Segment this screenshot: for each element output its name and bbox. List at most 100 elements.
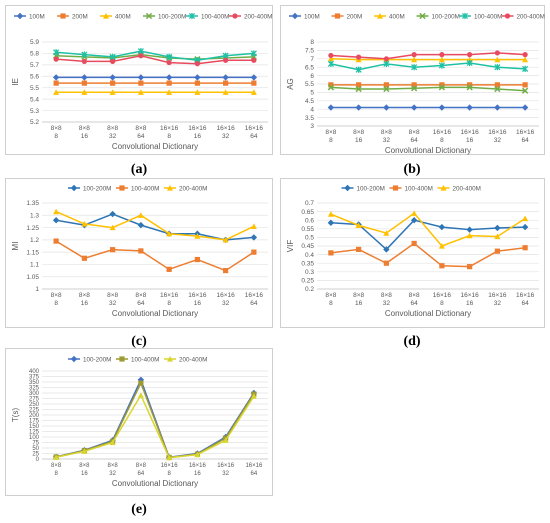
data-point <box>81 58 87 65</box>
x-tick-label: 16 <box>194 471 201 477</box>
x-tick-label: 16×16 <box>188 125 207 132</box>
data-point <box>411 64 418 71</box>
y-axis-label: VIF <box>286 240 295 253</box>
x-tick-label: 8×8 <box>51 463 62 469</box>
legend-marker <box>60 13 66 19</box>
legend-marker <box>232 13 238 19</box>
x-tick-label: 16 <box>81 133 89 140</box>
data-point <box>222 74 229 81</box>
legend-item: 100-200M <box>341 184 385 192</box>
data-point <box>52 217 60 224</box>
y-tick-label: 1.05 <box>26 274 39 281</box>
y-tick-label: 5.3 <box>30 108 39 115</box>
x-tick-label: 64 <box>250 300 258 307</box>
chart-panel-c: 1 1.05 1.1 1.15 1.2 1.25 1.3 1.35 8×8 8 8×8 16 8×8 32… <box>5 178 273 328</box>
x-tick-label: 8 <box>167 133 171 140</box>
chart-d-svg: 0.20.25 0.3 0.350.4 0.450.5 0.55 0.60.65 0.7 8×… <box>286 184 539 318</box>
legend-marker <box>167 356 173 362</box>
data-point <box>438 62 445 69</box>
legend-marker <box>188 12 196 20</box>
y-tick-label: 3.5 <box>305 115 314 122</box>
x-tick-label: 16×16 <box>460 129 479 136</box>
data-point <box>383 260 389 266</box>
data-point <box>109 74 116 81</box>
series-line <box>330 62 526 71</box>
y-tick-label: 5.4 <box>30 96 39 103</box>
data-point <box>494 248 500 254</box>
data-point <box>53 454 60 460</box>
data-point <box>411 52 417 58</box>
data-point <box>327 104 335 111</box>
y-tick-label: 7 <box>310 56 314 63</box>
legend-item: 200-400M <box>164 185 207 192</box>
x-tick-label: 8×8 <box>409 292 420 299</box>
y-tick-label: 6.5 <box>305 64 314 71</box>
chart-a-svg: 5.25.35.45.55.65.75.85.98×888×8168×8328×… <box>11 12 272 151</box>
data-point <box>466 59 473 67</box>
series-markers <box>52 74 258 81</box>
y-tick-label: 100 <box>29 435 40 441</box>
data-point <box>53 208 60 215</box>
data-point <box>81 448 88 454</box>
x-tick-label: 16 <box>466 300 474 307</box>
x-axis-label: Convolutional Dictionary <box>112 142 198 151</box>
x-tick-label: 8×8 <box>381 292 392 299</box>
x-tick-label: 8 <box>329 137 333 144</box>
data-point <box>438 84 446 91</box>
series-markers <box>327 84 529 94</box>
y-tick-label: 25 <box>32 452 39 458</box>
data-point <box>165 74 173 81</box>
data-point <box>494 50 500 56</box>
data-point <box>522 52 528 58</box>
y-tick-label: 0.6 <box>305 217 314 224</box>
x-axis-label: Convolutional Dictionary <box>385 309 471 318</box>
series-line <box>55 210 255 241</box>
x-tick-label: 32 <box>222 133 230 140</box>
x-tick-label: 32 <box>383 300 391 307</box>
legend-item: 100M <box>14 12 45 20</box>
x-tick-label: 64 <box>137 133 145 140</box>
y-tick-label: 400 <box>29 369 40 375</box>
y-axis-label: IE <box>11 78 20 86</box>
legend-label: 100M <box>29 13 45 20</box>
x-tick-label: 16×16 <box>217 463 235 469</box>
legend-marker <box>291 12 299 20</box>
data-point <box>522 65 529 72</box>
data-point <box>383 246 390 253</box>
x-tick-label: 64 <box>250 133 258 140</box>
legend-item: 100-400M <box>186 12 229 20</box>
legend-label: 100-200M <box>432 13 460 20</box>
data-point <box>438 223 446 231</box>
y-tick-label: 0.25 <box>301 278 314 285</box>
y-tick-label: 200 <box>29 413 40 419</box>
legend-label: 100-400M <box>131 356 159 363</box>
x-tick-label: 16×16 <box>488 292 507 299</box>
legend-item: 400M <box>100 13 131 20</box>
data-point <box>410 104 418 111</box>
y-tick-label: 3 <box>310 123 314 130</box>
x-tick-label: 16×16 <box>460 292 479 299</box>
data-point <box>411 210 418 216</box>
data-point <box>522 215 529 222</box>
legend-marker <box>344 184 351 192</box>
data-point <box>222 236 229 243</box>
data-point <box>411 82 417 88</box>
data-point <box>251 249 257 255</box>
series-markers <box>327 104 529 111</box>
x-tick-label: 32 <box>222 471 229 477</box>
series-markers <box>53 208 257 243</box>
data-point <box>166 59 172 66</box>
data-point <box>327 84 335 91</box>
data-point <box>522 56 529 63</box>
data-point <box>194 74 201 81</box>
data-point <box>467 264 473 270</box>
data-point <box>327 55 334 62</box>
data-point <box>194 451 201 458</box>
data-point <box>522 82 528 88</box>
x-axis-label: Convolutional Dictionary <box>112 479 198 488</box>
y-tick-label: 75 <box>32 441 39 447</box>
legend-marker <box>145 12 153 20</box>
data-point <box>494 104 501 111</box>
chart-e-svg: 0255075100125150175200225250275300325350… <box>11 355 268 488</box>
data-point <box>223 57 229 63</box>
